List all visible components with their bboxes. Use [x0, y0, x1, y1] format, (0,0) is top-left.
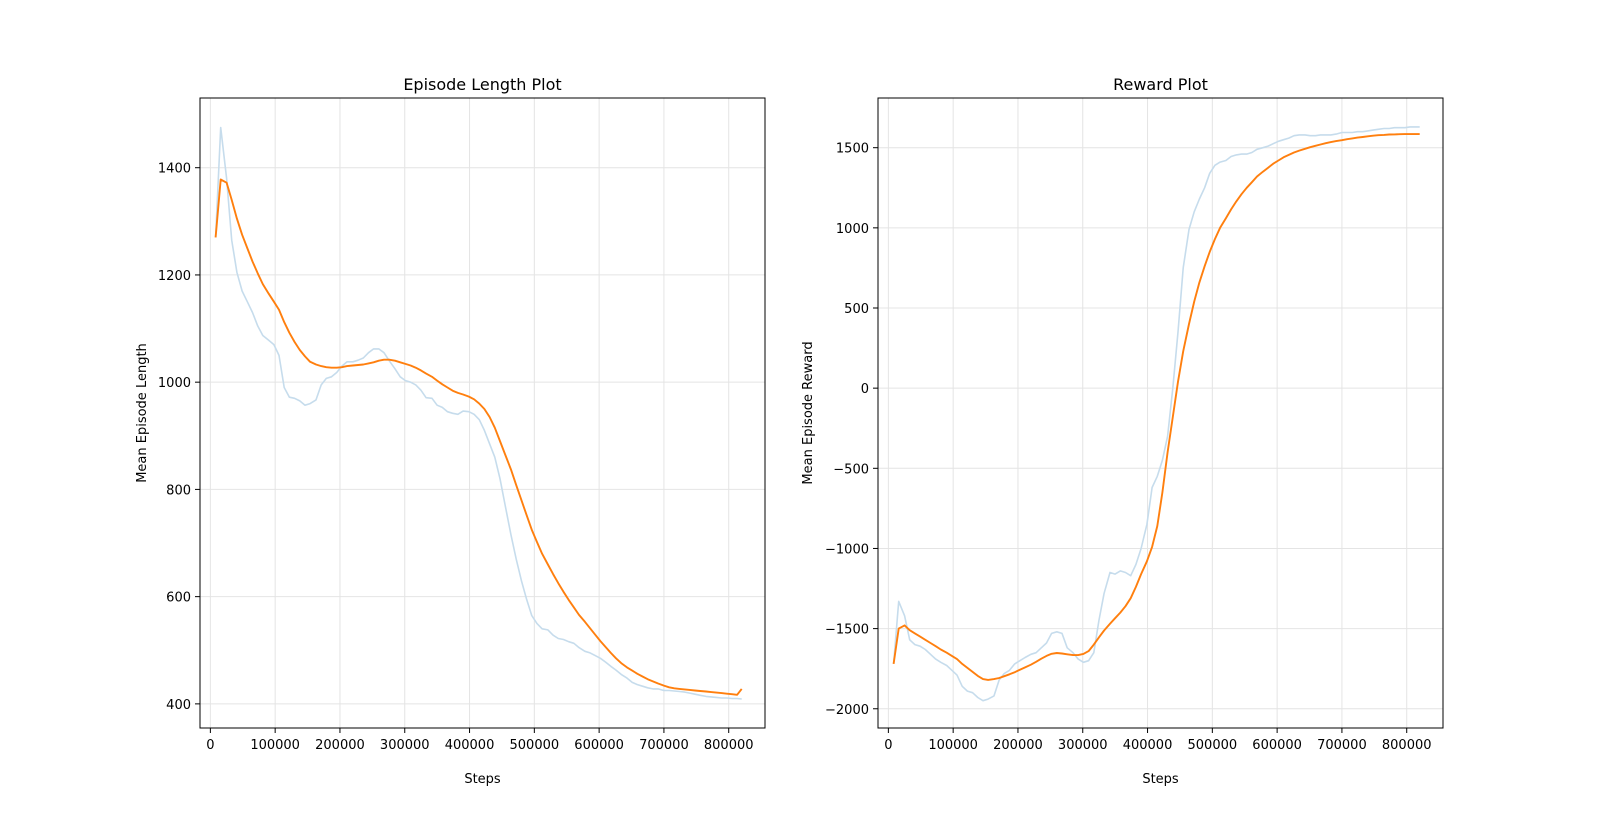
- x-tick-label: 300000: [1058, 738, 1108, 753]
- x-tick-label: 400000: [1123, 738, 1173, 753]
- y-tick-label: −2000: [825, 703, 869, 718]
- y-tick-label: 500: [844, 302, 869, 317]
- grid: [878, 98, 1443, 728]
- y-tick-label: −1500: [825, 623, 869, 638]
- x-axis-label: Steps: [464, 772, 501, 787]
- x-tick-label: 100000: [928, 738, 978, 753]
- x-ticks: 0 100000 200000 300000 400000 500000 600000 700…: [884, 728, 1432, 753]
- y-tick-label: 1200: [158, 269, 191, 284]
- series-line: [214, 178, 743, 696]
- y-tick-label: −500: [833, 462, 869, 477]
- series-group: [892, 126, 1420, 702]
- x-tick-label: 400000: [445, 738, 495, 753]
- x-tick-label: 0: [206, 738, 214, 753]
- x-tick-label: 600000: [1252, 738, 1302, 753]
- chart-title: Episode Length Plot: [403, 75, 561, 94]
- x-tick-label: 800000: [704, 738, 754, 753]
- plot-frame: [877, 97, 1444, 729]
- x-tick-label: 200000: [315, 738, 365, 753]
- y-axis-label: Mean Episode Length: [135, 343, 150, 483]
- x-tick-label: 0: [884, 738, 892, 753]
- chart-title: Reward Plot: [1113, 75, 1208, 94]
- y-ticks: 400 600 800 1000 1200 1400: [158, 162, 200, 713]
- y-tick-label: 0: [861, 382, 869, 397]
- x-tick-label: 700000: [639, 738, 689, 753]
- y-tick-label: 1400: [158, 162, 191, 177]
- x-tick-label: 600000: [574, 738, 624, 753]
- series-line: [892, 133, 1420, 681]
- y-ticks: −2000 −1500 −1000 −500 0 500 1000 1500: [825, 142, 878, 718]
- plot-frame: [199, 97, 766, 729]
- y-tick-label: 600: [166, 591, 191, 606]
- x-tick-label: 300000: [380, 738, 430, 753]
- y-tick-label: −1000: [825, 542, 869, 557]
- y-tick-label: 400: [166, 698, 191, 713]
- x-tick-label: 500000: [1188, 738, 1238, 753]
- episode-length-chart: Episode Length Plot Steps Mean Episode L…: [135, 75, 766, 787]
- x-ticks: 0 100000 200000 300000 400000 500000 600000 700…: [206, 728, 754, 753]
- y-axis-label: Mean Episode Reward: [801, 341, 816, 484]
- reward-chart: Reward Plot Steps Mean Episode Reward 0 1…: [801, 75, 1444, 787]
- y-tick-label: 800: [166, 483, 191, 498]
- x-tick-label: 200000: [993, 738, 1043, 753]
- x-tick-label: 500000: [510, 738, 560, 753]
- series-group: [214, 126, 743, 700]
- x-tick-label: 100000: [250, 738, 300, 753]
- y-tick-label: 1000: [158, 376, 191, 391]
- series-line: [892, 126, 1420, 702]
- grid: [200, 98, 765, 728]
- y-tick-label: 1500: [836, 142, 869, 157]
- x-tick-label: 800000: [1382, 738, 1432, 753]
- series-line: [214, 126, 742, 700]
- x-tick-label: 700000: [1317, 738, 1367, 753]
- x-axis-label: Steps: [1142, 772, 1179, 787]
- y-tick-label: 1000: [836, 222, 869, 237]
